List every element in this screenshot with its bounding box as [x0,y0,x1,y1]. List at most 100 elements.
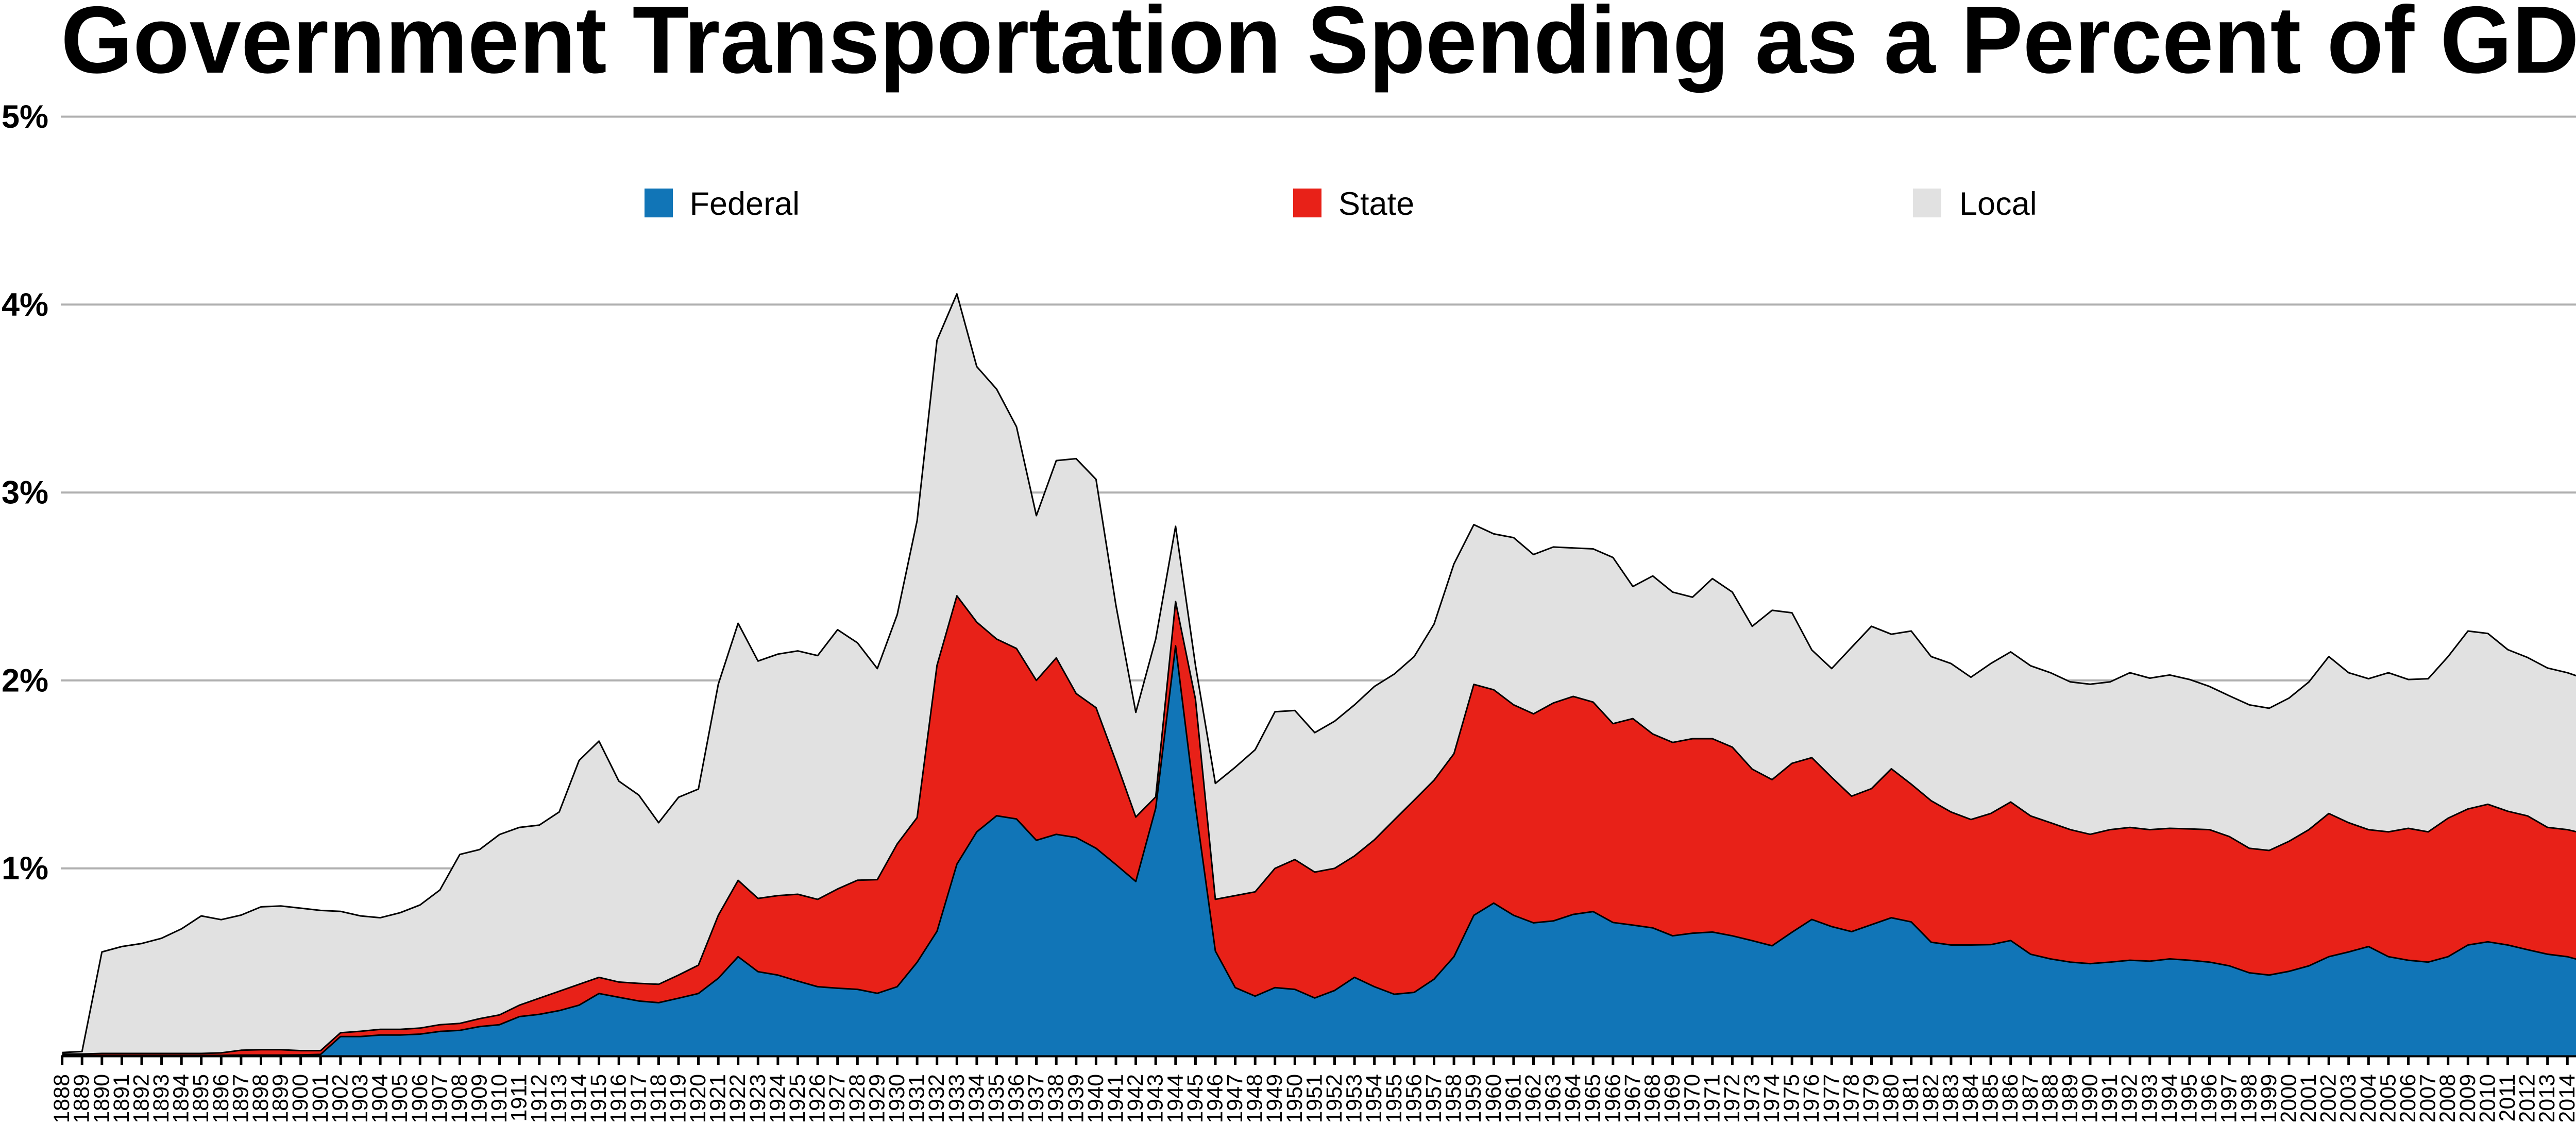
svg-text:1934: 1934 [964,1074,989,1121]
svg-text:1982: 1982 [1919,1074,1943,1121]
svg-text:1976: 1976 [1799,1074,1824,1121]
svg-text:1937: 1937 [1024,1074,1048,1121]
svg-text:1993: 1993 [2137,1074,2162,1121]
svg-text:1970: 1970 [1680,1074,1705,1121]
svg-text:1952: 1952 [1322,1074,1347,1121]
svg-text:1897: 1897 [228,1074,253,1121]
svg-text:1991: 1991 [2097,1074,2122,1121]
svg-text:2002: 2002 [2316,1074,2341,1121]
svg-text:1933: 1933 [944,1074,969,1121]
svg-text:1974: 1974 [1759,1074,1784,1121]
svg-text:1973: 1973 [1740,1074,1765,1121]
svg-text:1980: 1980 [1879,1074,1904,1121]
svg-text:1981: 1981 [1899,1074,1923,1121]
svg-text:1920: 1920 [686,1074,710,1121]
svg-text:1955: 1955 [1382,1074,1406,1121]
svg-text:1890: 1890 [89,1074,114,1121]
svg-text:3%: 3% [2,475,48,511]
svg-text:2010: 2010 [2475,1074,2500,1121]
svg-text:1989: 1989 [2058,1074,2082,1121]
svg-text:1891: 1891 [109,1074,134,1121]
svg-text:1903: 1903 [348,1074,372,1121]
svg-text:1916: 1916 [606,1074,631,1121]
svg-text:1892: 1892 [129,1074,154,1121]
svg-text:1997: 1997 [2217,1074,2242,1121]
svg-text:1888: 1888 [49,1074,74,1121]
svg-text:1956: 1956 [1401,1074,1426,1121]
svg-text:1926: 1926 [805,1074,830,1121]
svg-text:1966: 1966 [1600,1074,1625,1121]
svg-text:1906: 1906 [408,1074,432,1121]
svg-text:1895: 1895 [189,1074,213,1121]
svg-text:1945: 1945 [1183,1074,1208,1121]
svg-text:1896: 1896 [209,1074,233,1121]
svg-text:1928: 1928 [845,1074,870,1121]
svg-text:1923: 1923 [745,1074,770,1121]
svg-text:1999: 1999 [2257,1074,2281,1121]
svg-text:1932: 1932 [924,1074,949,1121]
svg-text:2012: 2012 [2515,1074,2540,1121]
svg-text:1984: 1984 [1958,1074,1983,1121]
svg-text:1961: 1961 [1501,1074,1526,1121]
svg-text:1899: 1899 [268,1074,293,1121]
svg-text:Government Transportation Spen: Government Transportation Spending as a … [61,0,2576,93]
svg-text:1900: 1900 [288,1074,313,1121]
svg-text:1948: 1948 [1243,1074,1267,1121]
svg-text:1938: 1938 [1044,1074,1069,1121]
svg-text:1968: 1968 [1640,1074,1665,1121]
svg-text:1958: 1958 [1442,1074,1466,1121]
svg-text:1908: 1908 [447,1074,472,1121]
svg-text:5%: 5% [2,99,48,135]
svg-text:1988: 1988 [2038,1074,2062,1121]
svg-text:1953: 1953 [1342,1074,1367,1121]
svg-text:1954: 1954 [1362,1074,1386,1121]
svg-text:2015: 2015 [2574,1074,2576,1121]
svg-text:2011: 2011 [2495,1074,2520,1121]
svg-text:1971: 1971 [1700,1074,1724,1121]
svg-text:2003: 2003 [2336,1074,2361,1121]
svg-text:1964: 1964 [1561,1074,1585,1121]
svg-text:1893: 1893 [149,1074,174,1121]
svg-text:1889: 1889 [70,1074,94,1121]
svg-text:1925: 1925 [785,1074,810,1121]
svg-text:1990: 1990 [2078,1074,2103,1121]
svg-text:1941: 1941 [1104,1074,1128,1121]
svg-text:1996: 1996 [2197,1074,2222,1121]
svg-text:1894: 1894 [169,1074,194,1121]
svg-text:1957: 1957 [1421,1074,1446,1121]
svg-text:1986: 1986 [1998,1074,2023,1121]
svg-text:2007: 2007 [2416,1074,2441,1121]
svg-text:1905: 1905 [387,1074,412,1121]
svg-text:1913: 1913 [547,1074,571,1121]
svg-text:1904: 1904 [368,1074,393,1121]
svg-text:1960: 1960 [1481,1074,1506,1121]
svg-text:1946: 1946 [1203,1074,1228,1121]
svg-text:1965: 1965 [1581,1074,1605,1121]
svg-text:2005: 2005 [2376,1074,2400,1121]
svg-text:1909: 1909 [467,1074,492,1121]
svg-text:1950: 1950 [1282,1074,1307,1121]
svg-text:2004: 2004 [2356,1074,2381,1121]
svg-text:Federal: Federal [690,186,800,222]
svg-text:1983: 1983 [1938,1074,1963,1121]
svg-text:1943: 1943 [1143,1074,1168,1121]
svg-text:1931: 1931 [905,1074,929,1121]
svg-text:1995: 1995 [2177,1074,2202,1121]
svg-text:1922: 1922 [725,1074,750,1121]
svg-text:1978: 1978 [1839,1074,1863,1121]
svg-text:1942: 1942 [1123,1074,1148,1121]
svg-text:1930: 1930 [885,1074,909,1121]
svg-text:1992: 1992 [2117,1074,2142,1121]
svg-text:1963: 1963 [1541,1074,1566,1121]
svg-text:2006: 2006 [2396,1074,2420,1121]
svg-text:1901: 1901 [308,1074,333,1121]
svg-text:1951: 1951 [1302,1074,1327,1121]
svg-text:Local: Local [1959,186,2037,222]
svg-text:1921: 1921 [706,1074,731,1121]
svg-text:1998: 1998 [2236,1074,2261,1121]
svg-text:1898: 1898 [248,1074,273,1121]
svg-text:1977: 1977 [1819,1074,1844,1121]
svg-text:1936: 1936 [1004,1074,1029,1121]
svg-text:1917: 1917 [626,1074,651,1121]
svg-text:1902: 1902 [328,1074,352,1121]
